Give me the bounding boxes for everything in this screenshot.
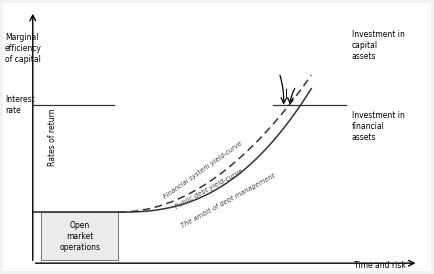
- Text: I: I: [285, 89, 288, 99]
- Text: Time and risk: Time and risk: [354, 261, 406, 270]
- Text: Financial system yield-curve: Financial system yield-curve: [163, 140, 243, 200]
- Text: Interest
rate: Interest rate: [5, 95, 35, 115]
- Text: Investment in
financial
assets: Investment in financial assets: [352, 111, 405, 142]
- Text: Marginal
efficiency
of capital: Marginal efficiency of capital: [5, 33, 42, 64]
- Text: Open
market
operations: Open market operations: [59, 221, 100, 252]
- Text: Public debt yield-curve: Public debt yield-curve: [174, 168, 244, 210]
- Bar: [41, 212, 118, 261]
- Text: Rates of return: Rates of return: [48, 108, 56, 166]
- Text: Investment in
capital
assets: Investment in capital assets: [352, 30, 405, 61]
- Text: The ambit of debt management: The ambit of debt management: [180, 173, 276, 229]
